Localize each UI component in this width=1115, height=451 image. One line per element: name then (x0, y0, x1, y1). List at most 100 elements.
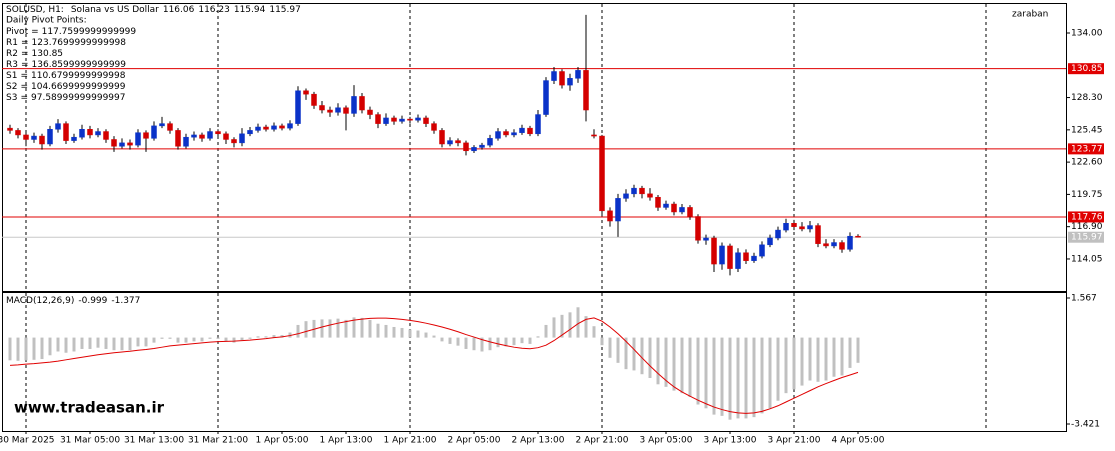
candle-body (279, 125, 285, 129)
candle-body (199, 134, 205, 139)
macd-histogram-bar (392, 326, 396, 338)
pivot-value: 130.85 (32, 49, 64, 59)
pivot-name: S3 (6, 93, 17, 103)
account-label: zaraban (1012, 10, 1048, 20)
candle-body (151, 125, 157, 139)
macd-header: MACD(12,26,9) -0.999 -1.377 (6, 296, 140, 306)
macd-histogram-bar (464, 337, 468, 349)
candle-body (567, 78, 573, 86)
macd-histogram-bar (624, 337, 628, 370)
macd-histogram-bar (544, 324, 548, 338)
candle-body (231, 139, 237, 144)
y-tick-label: 125.45 (1071, 125, 1103, 135)
macd-histogram-bar (152, 337, 156, 343)
macd-histogram-bar (32, 337, 36, 360)
macd-histogram-bar (208, 337, 212, 339)
candle-body (303, 90, 309, 95)
macd-histogram-bar (848, 337, 852, 368)
pivot-value: 110.6799999999998 (31, 71, 126, 81)
candle-body (511, 132, 517, 136)
candle-body (719, 245, 725, 265)
macd-histogram-bar (688, 337, 692, 397)
candle-body (479, 144, 485, 148)
candle-body (671, 203, 677, 213)
candle-body (271, 125, 277, 130)
candle-body (183, 136, 189, 147)
candle-body (359, 96, 365, 111)
y-tick-label: 134.00 (1071, 28, 1103, 38)
macd-histogram-bar (616, 337, 620, 363)
candle-body (783, 223, 789, 231)
pivot-value: 97.58999999999997 (31, 93, 125, 103)
candle-body (703, 237, 709, 241)
candle-body (815, 225, 821, 244)
candle-body (343, 107, 349, 114)
macd-histogram-bar (776, 337, 780, 401)
candle-body (375, 114, 381, 124)
candle-body (167, 123, 173, 131)
candle-body (367, 109, 373, 115)
candle-body (175, 130, 181, 147)
macd-signal-line (9, 317, 859, 414)
macd-histogram-bar (832, 337, 836, 377)
candle-body (759, 244, 765, 257)
macd-histogram-bar (856, 337, 860, 363)
candle-body (63, 123, 69, 141)
candle-body (631, 187, 637, 195)
x-tick-label: 3 Apr 13:00 (704, 436, 757, 446)
macd-histogram-bar (144, 337, 148, 347)
candle-body (711, 237, 717, 265)
macd-histogram-bar (320, 319, 324, 338)
macd-histogram-bar (472, 337, 476, 351)
pivot-tag (1068, 63, 1104, 75)
candle-body (239, 133, 245, 144)
x-tick-label: 30 Mar 2025 (0, 436, 55, 446)
macd-histogram-bar (296, 324, 300, 338)
candle-body (135, 132, 141, 146)
candle-body (615, 198, 621, 222)
candle-body (839, 242, 845, 250)
macd-header-part: MACD(12,26,9) (6, 296, 74, 306)
y-tick-label: 116.90 (1071, 222, 1103, 232)
y-tick-label: 114.05 (1071, 254, 1103, 264)
x-tick-label: 3 Apr 21:00 (768, 436, 821, 446)
candle-body (663, 203, 669, 208)
candle-body (191, 134, 197, 138)
candle-body (455, 140, 461, 144)
header-part: SOLUSD, H1: (6, 5, 64, 15)
macd-histogram-bar (520, 337, 524, 344)
macd-histogram-bar (136, 337, 140, 347)
candle-body (519, 127, 525, 133)
macd-histogram-bar (792, 337, 796, 390)
pivot-separator: = (20, 71, 28, 81)
header-part: 116.23 (198, 5, 230, 15)
macd-histogram-bar (336, 318, 340, 338)
macd-histogram-bar (16, 337, 20, 361)
macd-histogram-bar (744, 337, 748, 419)
macd-histogram-bar (680, 337, 684, 394)
pivot-name: R2 (6, 49, 18, 59)
candle-body (335, 107, 341, 113)
macd-histogram-bar (200, 337, 204, 342)
macd-histogram-bar (536, 336, 540, 338)
macd-histogram-bar (104, 337, 108, 349)
macd-histogram-bar (384, 324, 388, 338)
macd-histogram-bar (648, 337, 652, 378)
macd-histogram-bar (80, 337, 84, 349)
macd-histogram-bar (632, 337, 636, 371)
texts: SOLUSD, H1: Solana vs US Dollar 116.06 116.… (0, 5, 1104, 446)
macd-histogram-bar (720, 337, 724, 416)
watermark: www.tradeasan.ir (14, 399, 165, 417)
candle-body (687, 207, 693, 217)
candle-body (543, 80, 549, 115)
candle-body (159, 123, 165, 127)
pivot-tag-label: 123.77 (1071, 144, 1103, 154)
macd-histogram-bar (504, 337, 508, 347)
candle-body (215, 131, 221, 135)
x-tick-label: 2 Apr 13:00 (512, 436, 565, 446)
candle-body (311, 93, 317, 106)
candle-body (207, 131, 213, 139)
candle-body (655, 196, 661, 208)
candle-body (247, 130, 253, 135)
